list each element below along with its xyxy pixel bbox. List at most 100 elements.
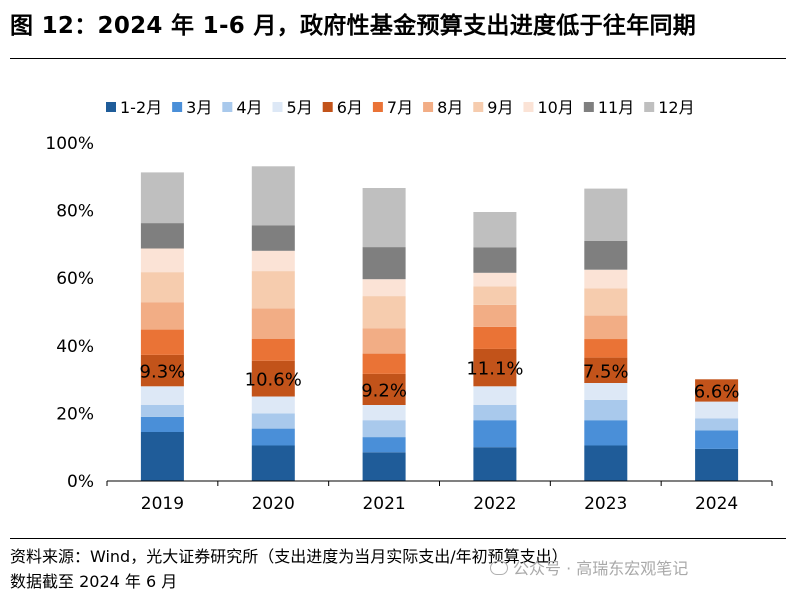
bar-segment [362, 404, 406, 421]
legend-swatch [423, 102, 434, 112]
bar-segment [251, 428, 295, 446]
bar-segment [473, 386, 517, 405]
bar-segment [695, 448, 739, 481]
bar-segment [140, 302, 184, 330]
watermark-text: 公众号 · 高瑞东宏观笔记 [513, 559, 689, 578]
legend-label: 11月 [598, 98, 634, 117]
bar-segment [140, 223, 184, 249]
bar-segment [695, 418, 739, 431]
legend-swatch [372, 102, 383, 112]
title-divider [10, 58, 786, 59]
legend-swatch [222, 102, 233, 112]
bar-segment [584, 445, 628, 481]
bar-segment [584, 357, 628, 383]
legend-label: 4月 [236, 98, 262, 117]
x-tick-label: 2021 [362, 494, 405, 514]
bar-segment [251, 396, 295, 414]
legend-swatch [523, 102, 534, 112]
bar-segment [584, 399, 628, 421]
data-label: 10.6% [245, 370, 302, 391]
watermark: 公众号 · 高瑞东宏观笔记 [490, 555, 688, 579]
y-tick-label: 60% [56, 269, 94, 289]
bar-segment [695, 401, 739, 419]
bar-segment [473, 420, 517, 448]
data-labels: 9.3% 10.6% 9.2% 11.1% 7.5% 6.6% [140, 359, 740, 403]
bar-segment [473, 212, 517, 248]
bar-segment [251, 308, 295, 339]
bar-segment [584, 241, 628, 270]
bar-segment [473, 326, 517, 349]
legend-swatch [172, 102, 183, 112]
bar-segment [251, 250, 295, 272]
bar-segment [473, 348, 517, 387]
bar-segment [362, 353, 406, 374]
y-tick-label: 80% [56, 202, 94, 222]
bar-segment [473, 272, 517, 287]
legend-label: 7月 [387, 98, 413, 117]
bar-segment [473, 247, 517, 273]
bar-segment [362, 279, 406, 297]
data-label: 7.5% [583, 361, 629, 382]
chart-legend: 1-2月 3月 4月 5月 6月 7月 8月 9月 10月 11月 12月 [106, 98, 695, 117]
data-label: 6.6% [694, 381, 740, 402]
bars [140, 166, 739, 481]
bar-segment [584, 288, 628, 316]
bar-segment [362, 328, 406, 354]
bar-segment [473, 404, 517, 421]
data-label: 9.2% [361, 380, 407, 401]
footer-divider [10, 538, 786, 539]
bar-segment [140, 272, 184, 303]
legend-swatch [644, 102, 655, 112]
bar-segment [584, 383, 628, 400]
legend-label: 12月 [658, 98, 694, 117]
legend-label: 6月 [337, 98, 363, 117]
legend-swatch [583, 102, 594, 112]
y-tick-label: 100% [45, 134, 94, 154]
bar-segment [251, 166, 295, 226]
bar-segment [140, 329, 184, 355]
bar-segment [584, 269, 628, 289]
bar-segment [251, 445, 295, 481]
bar-segment [140, 354, 184, 387]
x-tick-label: 2023 [584, 494, 627, 514]
legend-label: 5月 [287, 98, 313, 117]
legend-swatch [106, 102, 116, 112]
bar-segment [140, 404, 184, 417]
bar-segment [362, 437, 406, 453]
x-axis: 2019 2020 2021 2022 2023 2024 [106, 480, 773, 514]
bar-segment [584, 339, 628, 358]
bar-segment [251, 360, 295, 397]
x-tick-label: 2022 [473, 494, 516, 514]
wechat-icon [490, 561, 508, 575]
source-note: 资料来源：Wind，光大证券研究所（支出进度为当月实际支出/年初预算支出） [10, 547, 568, 566]
bar-segment [362, 452, 406, 481]
bar-segment [362, 296, 406, 329]
bar-segment [584, 420, 628, 446]
stacked-bar-chart: 1-2月 3月 4月 5月 6月 7月 8月 9月 10月 11月 12月 0% 20% 40% 60% 8… [45, 98, 773, 514]
bar-segment [251, 413, 295, 429]
x-tick-label: 2020 [252, 494, 295, 514]
legend-label: 3月 [186, 98, 212, 117]
figure-title: 图 12：2024 年 1-6 月，政府性基金预算支出进度低于往年同期 [10, 13, 697, 39]
bar-segment [251, 338, 295, 361]
y-tick-label: 20% [56, 404, 94, 424]
data-label: 9.3% [140, 362, 186, 383]
bar-segment [473, 304, 517, 327]
data-label: 11.1% [466, 359, 523, 380]
bar-segment [140, 432, 184, 481]
bar-segment [251, 225, 295, 251]
legend-label: 9月 [487, 98, 513, 117]
y-tick-label: 40% [56, 337, 94, 357]
legend-swatch [473, 102, 484, 112]
bar-segment [362, 420, 406, 438]
bar-segment [140, 416, 184, 432]
bar-segment [362, 188, 406, 248]
legend-swatch [272, 102, 283, 112]
y-axis: 0% 20% 40% 60% 80% 100% [45, 134, 94, 492]
bar-segment [362, 373, 406, 405]
x-tick-label: 2019 [141, 494, 184, 514]
bar-segment [140, 386, 184, 405]
bar-segment [473, 447, 517, 481]
bar-segment [584, 188, 628, 241]
bar-segment [695, 430, 739, 449]
